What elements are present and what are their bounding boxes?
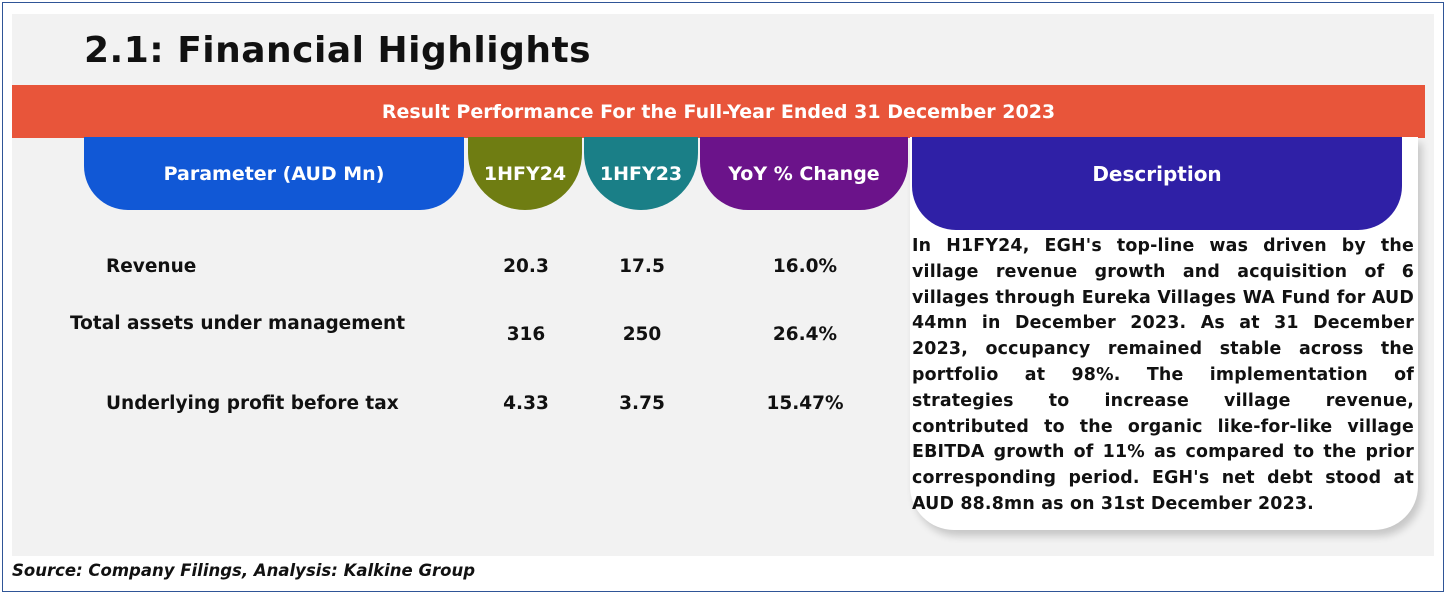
header-yoy-change: YoY % Change xyxy=(700,137,908,210)
header-parameter: Parameter (AUD Mn) xyxy=(84,137,464,210)
row-revenue-1hfy23: 17.5 xyxy=(619,256,665,277)
row-profit-1hfy24: 4.33 xyxy=(503,393,549,414)
row-revenue-parameter: Revenue xyxy=(106,256,197,277)
row-assets-1hfy24: 316 xyxy=(506,324,546,345)
page-title: 2.1: Financial Highlights xyxy=(84,30,592,71)
row-assets-yoy: 26.4% xyxy=(772,324,838,345)
row-profit-parameter: Underlying profit before tax xyxy=(106,393,399,414)
header-description: Description xyxy=(912,137,1402,230)
row-assets-parameter: Total assets under management xyxy=(70,313,406,334)
row-revenue-1hfy24: 20.3 xyxy=(503,256,549,277)
row-revenue-yoy: 16.0% xyxy=(772,256,838,277)
source-note: Source: Company Filings, Analysis: Kalki… xyxy=(12,561,476,580)
result-banner: Result Performance For the Full-Year End… xyxy=(12,85,1425,138)
row-assets-1hfy23: 250 xyxy=(622,324,662,345)
row-profit-yoy: 15.47% xyxy=(766,393,844,414)
row-profit-1hfy23: 3.75 xyxy=(619,393,665,414)
description-text: In H1FY24, EGH's top-line was driven by … xyxy=(912,236,1414,514)
